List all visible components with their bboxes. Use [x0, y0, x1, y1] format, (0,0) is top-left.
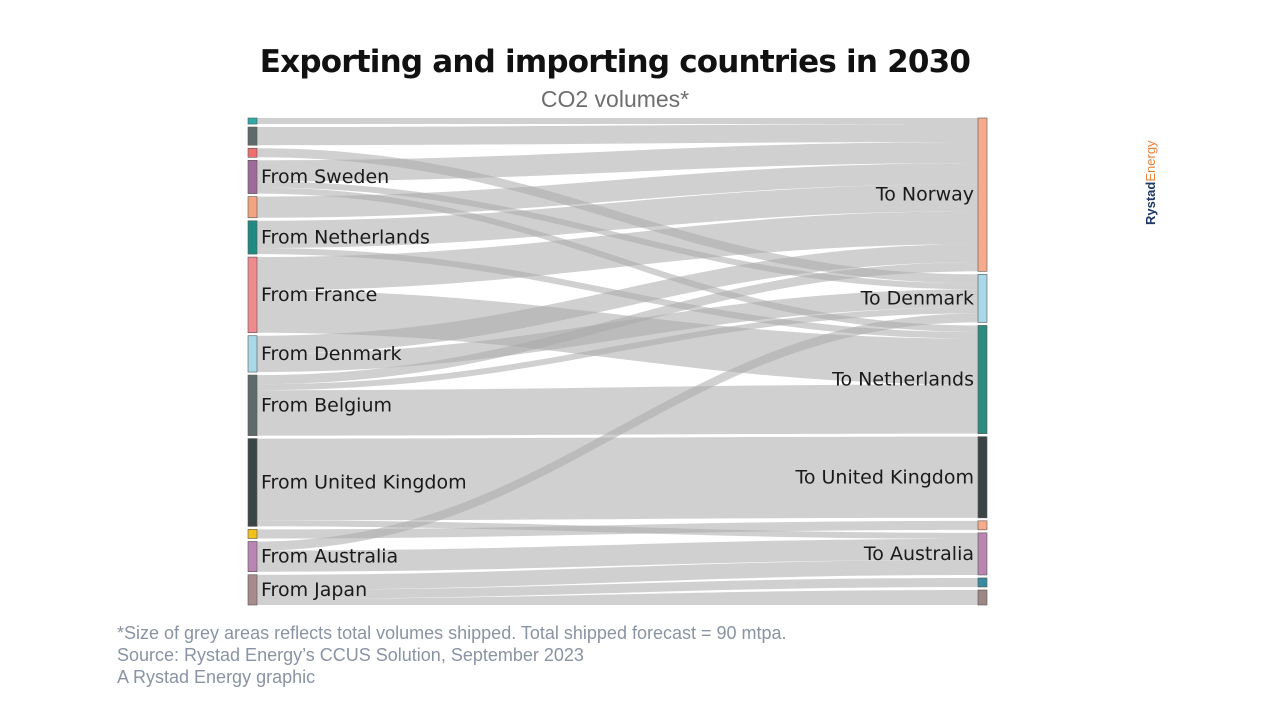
- source-label-uk: From United Kingdom: [261, 471, 467, 493]
- flow-s5-to-norway: [257, 163, 978, 218]
- source-node-s5: [247, 196, 258, 219]
- source-note: Source: Rystad Energy’s CCUS Solution, S…: [117, 645, 584, 665]
- flow-sweden-to-norway: [257, 142, 978, 182]
- source-node-sweden: [247, 159, 258, 194]
- credit-note: A Rystad Energy graphic: [117, 667, 316, 687]
- footer-notes: *Size of grey areas reflects total volum…: [117, 622, 787, 688]
- target-label-norway: To Norway: [875, 184, 974, 206]
- source-node-france: [247, 256, 258, 334]
- footnote: *Size of grey areas reflects total volum…: [117, 623, 787, 643]
- target-node-t8: [977, 520, 988, 531]
- flow-s1-to-norway: [257, 118, 978, 125]
- source-node-s3: [247, 147, 258, 158]
- target-node-norway: [977, 117, 988, 272]
- target-label-t_netherlands: To Netherlands: [831, 369, 974, 391]
- flow-japan-to-t_australia: [257, 559, 978, 590]
- labels-layer: From Sweden From Netherlands From France Fr…: [261, 166, 974, 601]
- flow-s2-to-norway: [257, 124, 978, 146]
- flow-australia-to-t_denmark: [257, 313, 978, 551]
- target-label-t_uk: To United Kingdom: [794, 466, 974, 488]
- flow-japan-to-t11: [257, 589, 978, 605]
- source-label-sweden: From Sweden: [261, 166, 389, 188]
- flows-layer: [257, 118, 978, 605]
- flow-belgium-to-t_netherlands: [257, 384, 978, 436]
- source-node-denmark: [247, 335, 258, 373]
- flow-australia-to-t_australia: [257, 538, 978, 572]
- source-node-s11: [247, 529, 258, 539]
- source-node-australia: [247, 541, 258, 573]
- flow-belgium-to-t_denmark: [257, 307, 978, 391]
- target-label-t_denmark: To Denmark: [860, 287, 974, 309]
- source-node-netherlands: [247, 220, 258, 255]
- source-label-denmark: From Denmark: [261, 343, 401, 365]
- target-node-t_denmark: [977, 274, 988, 323]
- source-node-belgium: [247, 374, 258, 436]
- source-node-uk: [247, 438, 258, 527]
- flow-uk-to-t_uk: [257, 436, 978, 521]
- source-node-s1: [247, 117, 258, 125]
- flow-denmark-to-norway: [257, 244, 978, 354]
- target-node-t_uk: [977, 436, 988, 519]
- chart-title: Exporting and importing countries in 203…: [259, 44, 971, 80]
- source-label-australia: From Australia: [261, 546, 398, 568]
- logo-text-rystad: Rystad: [1143, 181, 1158, 225]
- target-node-t10: [977, 577, 988, 588]
- source-node-japan: [247, 574, 258, 606]
- rystad-energy-logo: RystadEnergy: [1143, 140, 1158, 225]
- chart-subtitle: CO2 volumes*: [540, 86, 690, 112]
- target-node-t_netherlands: [977, 325, 988, 434]
- target-node-t11: [977, 589, 988, 606]
- flow-s11-to-t8: [257, 520, 978, 539]
- target-node-t_australia: [977, 532, 988, 576]
- flow-france-to-norway: [257, 211, 978, 291]
- source-node-s2: [247, 126, 258, 146]
- source-label-belgium: From Belgium: [261, 394, 392, 416]
- nodes-layer: [247, 117, 988, 606]
- flow-japan-to-t10: [257, 577, 978, 599]
- source-label-japan: From Japan: [261, 579, 367, 601]
- flow-netherlands-to-norway: [257, 184, 978, 249]
- target-label-t_australia: To Australia: [863, 543, 974, 565]
- source-label-netherlands: From Netherlands: [261, 226, 430, 248]
- flow-belgium-to-norway: [257, 262, 978, 385]
- logo-text-energy: Energy: [1143, 140, 1158, 182]
- source-label-france: From France: [261, 284, 377, 306]
- flow-denmark-to-t_denmark: [257, 289, 978, 373]
